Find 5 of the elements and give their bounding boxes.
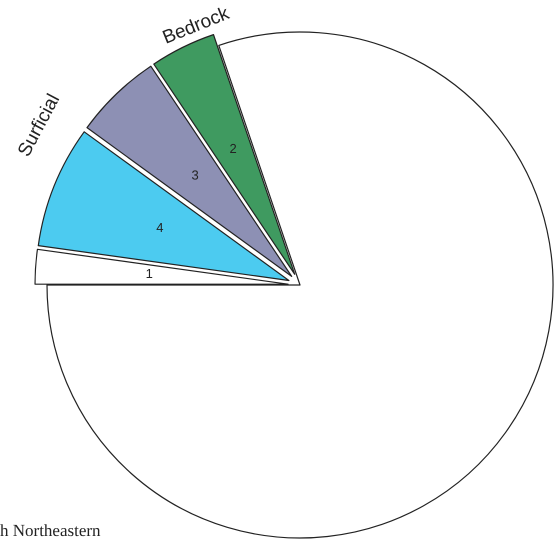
slice-label: 3 [192, 168, 199, 183]
slice-label: 2 [229, 140, 237, 156]
slice-label: 4 [156, 220, 164, 235]
text: h Northeastern [0, 521, 102, 540]
slice-label: 1 [146, 266, 153, 281]
